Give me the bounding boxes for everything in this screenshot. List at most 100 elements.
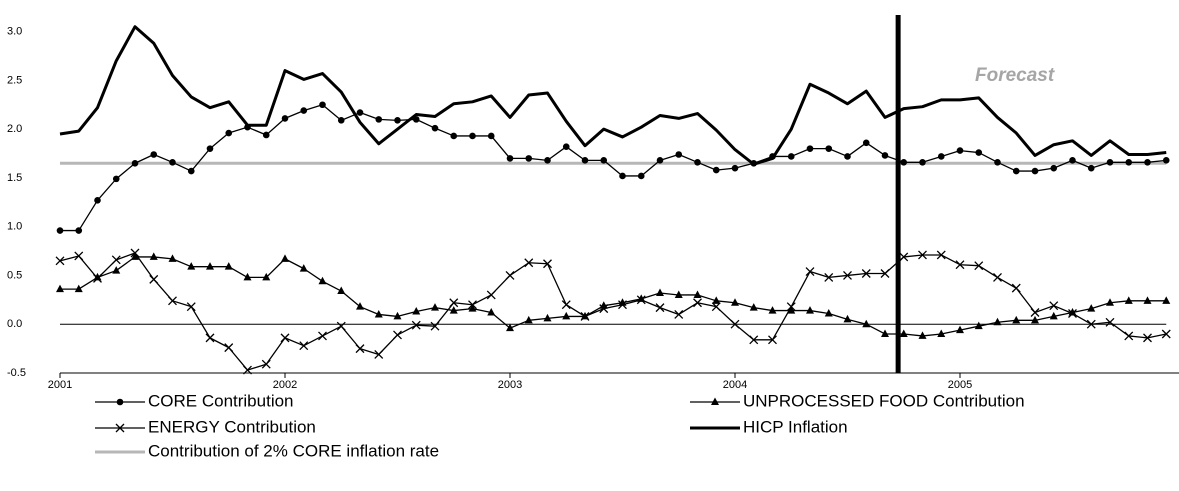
data-point	[730, 319, 740, 329]
data-point	[299, 341, 309, 351]
data-point	[899, 329, 908, 337]
x-tick-label: 2003	[498, 379, 522, 391]
data-point	[55, 256, 65, 266]
data-point	[94, 197, 101, 204]
data-point	[131, 159, 139, 167]
data-point	[130, 248, 140, 258]
data-point	[506, 155, 514, 162]
data-point	[900, 158, 908, 166]
legend-item: UNPROCESSED FOOD Contribution	[690, 391, 1025, 410]
y-tick-label: 2.5	[7, 74, 22, 86]
data-point	[375, 116, 383, 123]
data-point	[787, 306, 796, 314]
legend-marker	[115, 423, 125, 433]
data-point	[337, 286, 346, 295]
data-point	[1086, 319, 1096, 329]
data-point	[1144, 158, 1151, 166]
data-point	[431, 303, 439, 311]
data-point	[543, 259, 552, 269]
data-point	[843, 314, 852, 323]
data-point	[862, 319, 871, 328]
data-point	[1030, 308, 1040, 317]
data-point	[1031, 167, 1039, 175]
data-point	[656, 288, 664, 297]
legend-label: Contribution of 2% CORE inflation rate	[148, 441, 439, 460]
data-point	[1124, 331, 1134, 341]
data-point	[262, 272, 271, 281]
data-point	[712, 296, 721, 304]
data-point	[881, 152, 889, 159]
data-point	[150, 151, 158, 158]
data-point	[336, 321, 346, 331]
data-point	[674, 290, 683, 298]
data-point	[806, 306, 814, 314]
legend-label: CORE Contribution	[148, 391, 294, 410]
legend-marker	[116, 398, 124, 406]
data-point	[786, 302, 796, 312]
legend-item: ENERGY Contribution	[95, 417, 316, 436]
data-point	[337, 117, 345, 124]
data-point	[1087, 164, 1095, 172]
data-point	[824, 272, 834, 282]
data-point	[93, 273, 102, 283]
data-point	[619, 172, 626, 180]
data-point	[711, 302, 721, 312]
data-point	[412, 307, 421, 315]
data-point	[918, 331, 927, 339]
data-point	[468, 300, 477, 310]
data-point	[262, 131, 270, 139]
data-point	[674, 310, 684, 319]
data-point	[299, 264, 308, 272]
data-point	[56, 284, 64, 293]
legend-item: HICP Inflation	[690, 417, 848, 436]
data-point	[843, 270, 852, 280]
data-point	[1012, 315, 1021, 324]
data-point	[580, 311, 590, 321]
data-point	[806, 145, 814, 152]
data-point	[505, 270, 515, 280]
data-point	[749, 303, 758, 311]
data-point	[561, 300, 571, 310]
data-point	[1106, 298, 1114, 306]
data-point	[468, 304, 477, 312]
data-point	[993, 317, 1002, 326]
legend-item: CORE Contribution	[95, 391, 294, 410]
x-tick-label: 2005	[948, 379, 972, 391]
data-point	[149, 274, 159, 284]
x-tick-label: 2002	[273, 379, 297, 391]
data-point	[993, 272, 1002, 282]
data-point	[974, 321, 983, 330]
data-point	[187, 262, 196, 270]
data-point	[655, 303, 665, 313]
data-point	[937, 153, 945, 160]
data-point	[1125, 158, 1133, 166]
data-point	[1162, 157, 1170, 164]
data-point	[131, 252, 139, 260]
data-point	[636, 295, 646, 305]
series-line	[60, 104, 1167, 232]
data-point	[637, 172, 645, 180]
data-point	[805, 267, 815, 277]
data-point	[355, 344, 365, 354]
data-point	[487, 308, 496, 316]
data-point	[169, 158, 176, 166]
data-point	[675, 151, 683, 158]
data-point	[1031, 315, 1039, 324]
data-point	[524, 315, 533, 324]
data-point	[112, 175, 120, 183]
data-point	[281, 254, 289, 262]
data-point	[393, 311, 402, 320]
y-tick-label: 0.5	[7, 269, 22, 281]
data-point	[1049, 311, 1058, 320]
data-point	[487, 132, 495, 140]
data-point	[450, 132, 458, 140]
data-point	[581, 157, 589, 164]
data-point	[261, 359, 271, 369]
data-point	[75, 227, 83, 234]
data-point	[694, 158, 701, 166]
data-point	[824, 308, 833, 317]
data-point	[562, 311, 571, 320]
data-point	[393, 330, 402, 340]
data-point	[1105, 317, 1115, 327]
